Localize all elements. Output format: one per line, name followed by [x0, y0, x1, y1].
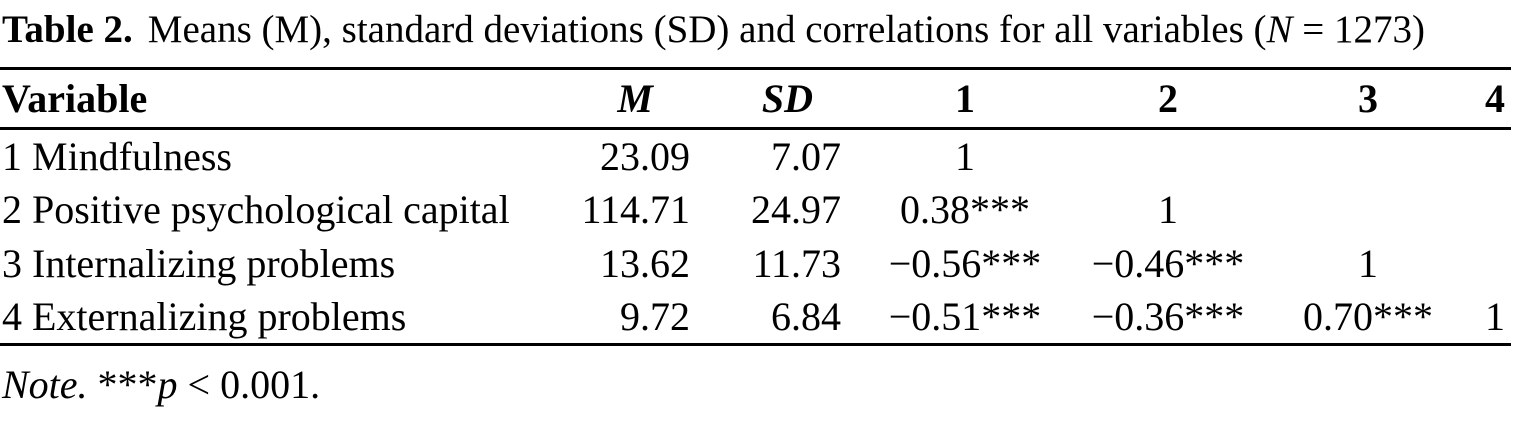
note-label: Note. [2, 362, 88, 407]
cell-corr-3: 0.70*** [1303, 294, 1433, 340]
caption-n-symbol: N [1266, 8, 1293, 51]
header-corr-3: 3 [1276, 68, 1460, 130]
cell-sd: 11.73 [752, 241, 841, 286]
note-p-symbol: p [157, 362, 178, 407]
note-stars: *** [87, 362, 158, 407]
cell-variable: 3 Internalizing problems [2, 241, 396, 286]
cell-corr-1: −0.51*** [888, 294, 1042, 340]
table-note: Note. ***p < 0.001. [0, 362, 1514, 408]
cell-variable: 1 Mindfulness [2, 133, 232, 179]
table-caption: Table 2. Means (M), standard deviations (… [0, 0, 1514, 67]
header-corr-1: 1 [870, 68, 1060, 130]
cell-corr-3 [1276, 129, 1460, 183]
cell-corr-2: −0.46*** [1091, 241, 1245, 286]
table-caption-label: Table 2. [2, 8, 133, 51]
cell-corr-4 [1460, 183, 1511, 237]
cell-corr-2: 1 [1158, 187, 1178, 232]
cell-variable: 4 Externalizing problems [2, 294, 407, 340]
cell-corr-1: 1 [955, 133, 975, 179]
cell-mean: 9.72 [620, 294, 690, 340]
header-variable: Variable [0, 68, 540, 130]
caption-n-value: = 1273) [1292, 8, 1426, 51]
header-sd: SD [690, 68, 870, 130]
cell-mean: 114.71 [581, 187, 690, 232]
cell-corr-4 [1460, 129, 1511, 183]
table-row: 2 Positive psychological capital 114.71 … [0, 183, 1511, 237]
header-corr-4: 4 [1460, 68, 1511, 130]
cell-corr-4 [1460, 237, 1511, 291]
cell-corr-2: −0.36*** [1091, 294, 1245, 340]
table-row: 4 Externalizing problems 9.72 6.84 −0.51… [0, 291, 1511, 345]
cell-corr-3 [1276, 183, 1460, 237]
cell-corr-3: 1 [1358, 241, 1378, 286]
cell-corr-1: −0.56*** [888, 241, 1042, 286]
cell-corr-2 [1060, 129, 1276, 183]
cell-sd: 24.97 [751, 187, 841, 232]
header-corr-2: 2 [1060, 68, 1276, 130]
header-mean: M [540, 68, 690, 130]
table-caption-text: Means (M), standard deviations (SD) and … [147, 8, 1267, 51]
correlation-table: Variable M SD 1 2 3 4 1 Mindfulness 23.0… [0, 67, 1511, 346]
cell-mean: 13.62 [600, 241, 690, 286]
table-header-row: Variable M SD 1 2 3 4 [0, 68, 1511, 130]
cell-corr-4: 1 [1485, 294, 1505, 340]
cell-sd: 7.07 [771, 133, 841, 179]
cell-variable: 2 Positive psychological capital [2, 187, 510, 232]
note-threshold: < 0.001. [177, 362, 321, 407]
cell-sd: 6.84 [771, 294, 841, 340]
cell-mean: 23.09 [600, 133, 690, 179]
table-row: 1 Mindfulness 23.09 7.07 1 [0, 129, 1511, 183]
table-row: 3 Internalizing problems 13.62 11.73 −0.… [0, 237, 1511, 291]
cell-corr-1: 0.38*** [900, 187, 1030, 232]
